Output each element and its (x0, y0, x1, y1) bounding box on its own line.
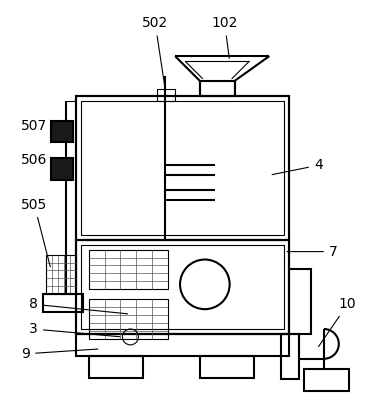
Bar (43, 294, 83, 312)
Bar (81, 245, 284, 329)
Text: 4: 4 (272, 158, 323, 175)
Text: 7: 7 (287, 245, 337, 259)
Text: 9: 9 (21, 347, 98, 361)
Bar (81, 101, 284, 235)
Bar (51, 120, 73, 142)
Bar (89, 250, 168, 289)
Text: 8: 8 (29, 297, 128, 314)
Bar (200, 356, 254, 377)
Bar (200, 81, 235, 96)
Text: 506: 506 (21, 153, 51, 169)
Bar (89, 299, 168, 339)
Bar (89, 356, 143, 377)
Text: 10: 10 (318, 297, 356, 347)
Text: 505: 505 (21, 198, 50, 267)
Bar (51, 158, 73, 180)
Bar (304, 369, 349, 391)
Bar (76, 96, 289, 334)
Bar (281, 334, 299, 379)
Text: 507: 507 (21, 119, 51, 132)
Bar (76, 240, 289, 334)
Text: 3: 3 (29, 322, 120, 337)
Text: 502: 502 (142, 16, 168, 86)
Text: 102: 102 (212, 16, 238, 58)
Bar (157, 89, 175, 101)
Bar (46, 255, 76, 294)
Bar (76, 334, 289, 356)
Bar (289, 269, 311, 334)
Bar (76, 96, 289, 240)
